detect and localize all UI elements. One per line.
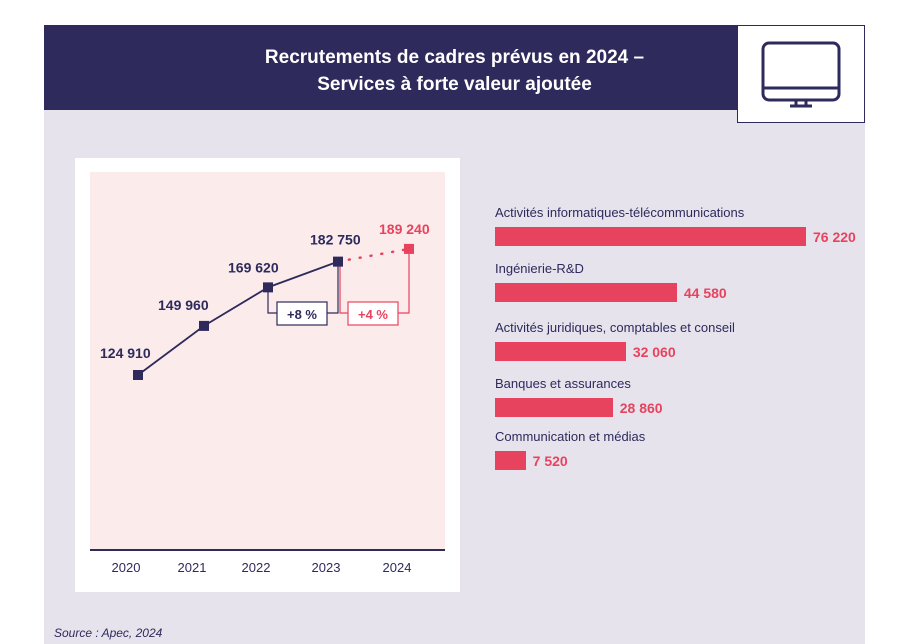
data-point bbox=[263, 282, 273, 293]
x-tick-label: 2024 bbox=[383, 560, 412, 575]
series-line bbox=[137, 260, 339, 376]
bar bbox=[495, 283, 677, 302]
data-point bbox=[333, 256, 343, 267]
plot-area bbox=[90, 172, 445, 550]
x-tick-label: 2020 bbox=[112, 560, 141, 575]
bar-value-label: 28 860 bbox=[619, 400, 663, 416]
annotation-label: +8 % bbox=[287, 307, 317, 322]
data-label: 182 750 bbox=[310, 232, 361, 248]
bar bbox=[495, 451, 526, 470]
chart-title: Recrutements de cadres prévus en 2024 – S… bbox=[44, 44, 865, 98]
bar-category-label: Activités juridiques, comptables et cons… bbox=[495, 320, 735, 335]
x-tick-label: 2023 bbox=[312, 560, 341, 575]
bar-category-label: Ingénierie-R&D bbox=[495, 261, 584, 276]
bar bbox=[495, 227, 806, 246]
data-point bbox=[199, 320, 209, 331]
data-label: 169 620 bbox=[228, 259, 279, 275]
monitor-icon bbox=[761, 41, 841, 108]
source-note: Source : Apec, 2024 bbox=[54, 626, 163, 640]
annotation-box bbox=[347, 301, 399, 326]
bar-category-label: Communication et médias bbox=[495, 429, 646, 444]
title-line-2: Services à forte valeur ajoutée bbox=[317, 74, 592, 95]
title-line-1: Recrutements de cadres prévus en 2024 – bbox=[264, 47, 645, 68]
annotation-label: +4 % bbox=[358, 307, 388, 322]
bar bbox=[495, 398, 613, 417]
bar-value-label: 76 220 bbox=[813, 229, 856, 245]
x-tick-label: 2021 bbox=[178, 560, 207, 575]
data-label: 189 240 bbox=[379, 221, 430, 237]
bar-value-label: 32 060 bbox=[632, 344, 676, 360]
data-label: 149 960 bbox=[158, 297, 209, 313]
icon-box bbox=[737, 25, 865, 123]
bar-value-label: 44 580 bbox=[683, 285, 727, 301]
bar-category-label: Banques et assurances bbox=[495, 376, 631, 391]
data-point bbox=[404, 243, 414, 254]
bar bbox=[495, 342, 626, 361]
header-band bbox=[44, 25, 865, 110]
forecast-line bbox=[336, 247, 411, 263]
bar-category-label: Activités informatiques-télécommunicatio… bbox=[495, 205, 745, 220]
data-label: 124 910 bbox=[100, 345, 151, 361]
data-point bbox=[133, 370, 143, 380]
annotation-box bbox=[276, 301, 328, 326]
x-tick-label: 2022 bbox=[242, 560, 271, 575]
bar-value-label: 7 520 bbox=[532, 453, 568, 469]
